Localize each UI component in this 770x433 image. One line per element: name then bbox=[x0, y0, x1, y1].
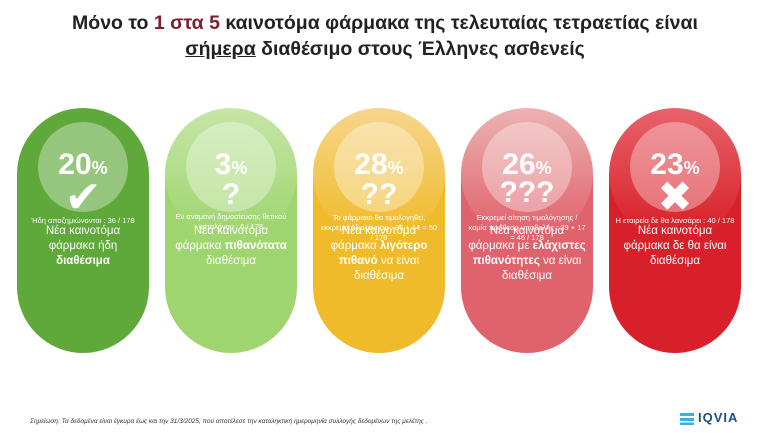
card-description: Νέα καινοτόμα φάρμακα λιγότερο πιθανό να… bbox=[330, 225, 428, 282]
percent-symbol: % bbox=[535, 158, 552, 178]
card-note: Εκκρεμεί αίτηση τιμολόγησης / καμία πρόθ… bbox=[468, 213, 586, 242]
percentage-badge: 26% bbox=[482, 122, 572, 212]
category-card: 26% Νέα καινοτόμα φάρμακα με ελάχιστες π… bbox=[461, 108, 593, 353]
footnote: Σημείωση: Τα δεδομένα είναι έγκυρα έως κ… bbox=[30, 418, 428, 425]
card-top-shape bbox=[17, 108, 149, 240]
card-note: Ήδη αποζημιώνονται : 36 / 178 bbox=[31, 216, 135, 225]
triple-question-icon: ??? bbox=[499, 176, 555, 209]
double-question-icon: ?? bbox=[360, 178, 398, 211]
title-line-2: σήμερα διαθέσιμο στους Έλληνες ασθενείς bbox=[185, 38, 585, 60]
percentage-badge: 20% bbox=[38, 122, 128, 212]
check-icon: ✔ bbox=[64, 173, 102, 222]
percentage-value: 23 bbox=[650, 148, 684, 181]
card-description: Νέα καινοτόμα φάρμακα με ελάχιστες πιθαν… bbox=[468, 225, 586, 282]
title-line-1: Μόνο το 1 στα 5 καινοτόμα φάρμακα της τε… bbox=[72, 12, 698, 34]
x-icon: ✖ bbox=[657, 173, 693, 220]
card-description: Νέα καινοτόμα φάρμακα δε θα είναι διαθέσ… bbox=[623, 225, 727, 267]
card-top-shape bbox=[313, 108, 445, 240]
percentage-value: 3 bbox=[214, 148, 232, 181]
percentage-value: 26 bbox=[502, 148, 536, 181]
percent-symbol: % bbox=[231, 158, 248, 178]
percentage-badge: 23% bbox=[630, 122, 720, 212]
card-note: Το φάρμακο θα τιμολογηθεί, εκκρεμεί αξιο… bbox=[320, 213, 438, 242]
card-note: Εν αναμονή δημοσίευσης θετικού καταλόγου… bbox=[175, 212, 287, 231]
card-top-shape bbox=[165, 108, 297, 240]
percent-symbol: % bbox=[91, 158, 108, 178]
card-note: Η εταιρεία δε θα λανσάρει : 40 / 178 bbox=[615, 216, 735, 225]
card-top-shape bbox=[461, 108, 593, 240]
percentage-badge: 3% bbox=[186, 122, 276, 212]
percent-symbol: % bbox=[387, 158, 404, 178]
percentage-value: 28 bbox=[354, 148, 388, 181]
card-top-shape bbox=[609, 108, 741, 240]
card-description: Νέα καινοτόμα φάρμακα ήδη διαθέσιμα bbox=[45, 225, 121, 267]
card-description: Νέα καινοτόμα φάρμακα πιθανότατα διαθέσι… bbox=[175, 225, 287, 267]
slide-title: Μόνο το 1 στα 5 καινοτόμα φάρμακα της τε… bbox=[0, 10, 770, 62]
logo-mark-icon bbox=[680, 412, 694, 425]
percentage-badge: 28% bbox=[334, 122, 424, 212]
percentage-value: 20 bbox=[58, 148, 92, 181]
category-card: 3% Νέα καινοτόμα φάρμακα πιθανότατα διαθ… bbox=[165, 108, 297, 353]
percent-symbol: % bbox=[683, 158, 700, 178]
question-icon: ? bbox=[221, 178, 241, 211]
category-card: 28% Νέα καινοτόμα φάρμακα λιγότερο πιθαν… bbox=[313, 108, 445, 353]
category-card: 20% Νέα καινοτόμα φάρμακα ήδη διαθέσιμα … bbox=[17, 108, 149, 353]
iqvia-logo: IQVIA bbox=[680, 410, 738, 426]
category-card: 23% Νέα καινοτόμα φάρμακα δε θα είναι δι… bbox=[609, 108, 741, 353]
